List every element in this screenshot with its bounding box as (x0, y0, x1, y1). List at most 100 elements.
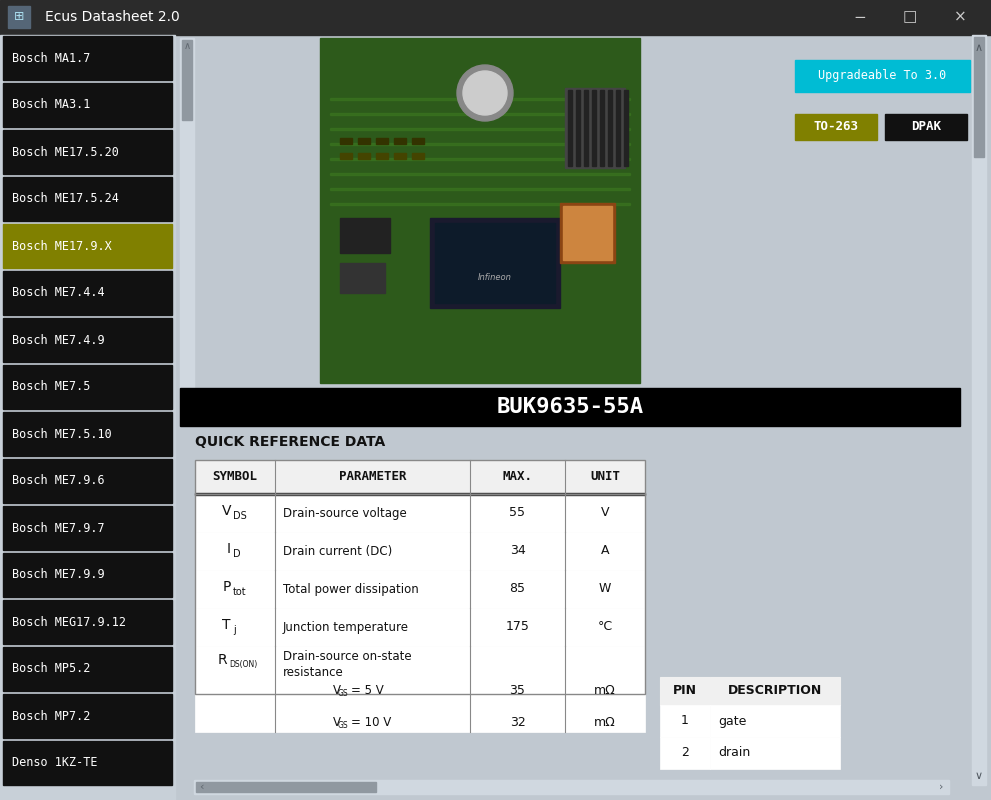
Bar (275, 494, 470, 532)
Bar (3, 553, 172, 597)
Text: −: − (853, 10, 866, 25)
Bar (565, 608, 645, 646)
Bar (795, 114, 877, 140)
Bar (435, 223, 555, 303)
Text: 34: 34 (509, 545, 525, 558)
Text: DS: DS (233, 511, 247, 521)
Bar (795, 60, 970, 92)
Text: DPAK: DPAK (911, 121, 941, 134)
Bar (195, 493, 645, 495)
Bar (565, 570, 645, 608)
Bar (376, 153, 388, 159)
Bar (3, 318, 172, 362)
Bar (660, 737, 710, 769)
Text: ‹: ‹ (199, 782, 203, 792)
Text: QUICK REFERENCE DATA: QUICK REFERENCE DATA (195, 435, 385, 449)
Text: ×: × (953, 10, 966, 25)
Text: Drain-source voltage: Drain-source voltage (283, 506, 406, 519)
Bar (608, 90, 612, 166)
Bar (710, 705, 840, 737)
Bar (275, 532, 470, 570)
Text: Bosch ME7.5.10: Bosch ME7.5.10 (12, 427, 112, 441)
Text: R: R (217, 653, 227, 667)
Bar (412, 153, 424, 159)
Bar (195, 608, 275, 646)
Text: V: V (601, 506, 609, 519)
Bar (3, 600, 172, 644)
Text: 85: 85 (509, 582, 525, 595)
Text: DS(ON): DS(ON) (229, 659, 258, 669)
Text: Bosch MA3.1: Bosch MA3.1 (12, 98, 90, 111)
Text: tot: tot (233, 587, 247, 597)
Text: j: j (233, 625, 236, 635)
Bar (3, 177, 172, 221)
Bar (175, 35, 991, 800)
Text: ∧: ∧ (975, 43, 983, 53)
Text: °C: °C (598, 621, 612, 634)
Bar (275, 608, 470, 646)
Text: V: V (222, 504, 231, 518)
Bar (3, 365, 172, 409)
Bar (275, 570, 470, 608)
Bar (660, 705, 710, 737)
Text: Bosch MP5.2: Bosch MP5.2 (12, 662, 90, 675)
Text: W: W (599, 582, 611, 595)
Bar (358, 153, 370, 159)
Bar (330, 143, 630, 145)
Text: T: T (223, 618, 231, 632)
Bar (394, 138, 406, 144)
Text: Infineon: Infineon (478, 274, 512, 282)
Circle shape (463, 71, 507, 115)
Bar (470, 460, 565, 494)
Bar (275, 460, 470, 494)
Text: 2: 2 (681, 746, 689, 759)
Text: ∨: ∨ (975, 771, 983, 781)
Text: mΩ: mΩ (595, 717, 615, 730)
Text: ∧: ∧ (183, 41, 190, 51)
Bar (470, 570, 565, 608)
Text: ›: › (938, 782, 943, 792)
Bar (3, 224, 172, 268)
Text: GS: GS (338, 689, 349, 698)
Bar (3, 506, 172, 550)
Text: Bosch ME7.9.9: Bosch ME7.9.9 (12, 569, 105, 582)
Bar (470, 646, 565, 732)
Bar (470, 494, 565, 532)
Bar (565, 88, 625, 168)
Bar (412, 138, 424, 144)
Bar (330, 188, 630, 190)
Bar (340, 138, 352, 144)
Bar (340, 218, 390, 253)
Text: GS: GS (338, 722, 349, 730)
Bar (470, 532, 565, 570)
Bar (196, 782, 376, 792)
Text: Bosch ME7.9.7: Bosch ME7.9.7 (12, 522, 105, 534)
Text: = 10 V: = 10 V (351, 717, 391, 730)
Text: 35: 35 (509, 683, 525, 697)
Text: Bosch ME7.4.4: Bosch ME7.4.4 (12, 286, 105, 299)
Bar (972, 35, 986, 785)
Text: gate: gate (718, 714, 746, 727)
Text: □: □ (903, 10, 918, 25)
Text: 175: 175 (505, 621, 529, 634)
Bar (974, 37, 984, 157)
Text: BUK9635-55A: BUK9635-55A (496, 397, 643, 417)
Bar (710, 677, 840, 705)
Text: resistance: resistance (283, 666, 344, 678)
Bar (330, 98, 630, 100)
Bar (3, 36, 172, 80)
Bar (195, 494, 275, 532)
Text: Upgradeable To 3.0: Upgradeable To 3.0 (819, 70, 946, 82)
Bar (320, 38, 640, 383)
Text: Bosch MP7.2: Bosch MP7.2 (12, 710, 90, 722)
Bar (0, 0, 991, 35)
Bar (330, 173, 630, 175)
Text: Bosch ME17.5.20: Bosch ME17.5.20 (12, 146, 119, 158)
Text: V: V (333, 683, 341, 697)
Bar (180, 38, 194, 388)
Text: Total power dissipation: Total power dissipation (283, 582, 419, 595)
Circle shape (457, 65, 513, 121)
Bar (330, 113, 630, 115)
Text: D: D (233, 549, 241, 559)
Bar (3, 412, 172, 456)
